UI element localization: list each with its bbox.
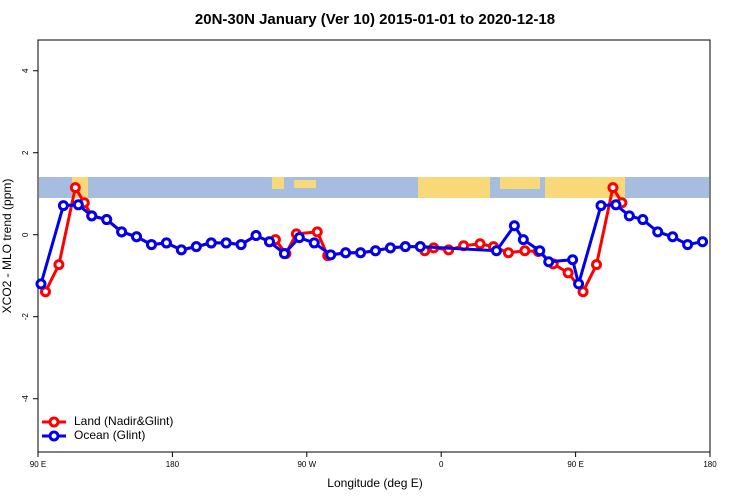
data-point — [667, 231, 679, 243]
data-point — [325, 249, 337, 261]
data-point — [517, 234, 529, 246]
data-point — [623, 210, 635, 222]
x-tick-label: 90 W — [297, 460, 316, 469]
data-point — [543, 256, 555, 268]
data-point — [534, 245, 546, 257]
data-point — [190, 241, 202, 253]
data-point — [652, 226, 664, 238]
y-tick-label: -2 — [21, 313, 30, 321]
data-point — [145, 239, 157, 251]
data-point — [308, 237, 320, 249]
data-point — [591, 259, 603, 271]
chart-title: 20N-30N January (Ver 10) 2015-01-01 to 2… — [195, 11, 555, 28]
data-point — [567, 254, 579, 266]
data-point — [502, 247, 514, 259]
data-point — [235, 239, 247, 251]
x-tick-label: 180 — [166, 460, 180, 469]
map-strip — [39, 177, 709, 198]
data-point — [355, 247, 367, 259]
data-point — [637, 214, 649, 226]
y-tick-label: 4 — [21, 68, 30, 73]
plot-frame — [37, 39, 711, 453]
data-point — [131, 231, 143, 243]
data-point — [384, 242, 396, 254]
data-point — [101, 214, 113, 226]
data-point — [573, 278, 585, 290]
legend-label: Land (Nadir&Glint) — [74, 414, 173, 428]
data-point — [595, 200, 607, 212]
data-point — [69, 182, 81, 194]
data-point — [205, 237, 217, 249]
data-point — [72, 199, 84, 211]
y-tick-label: 0 — [21, 232, 30, 237]
x-axis-label: Longitude (deg E) — [327, 476, 422, 490]
data-point — [116, 226, 128, 238]
data-point — [175, 244, 187, 256]
data-point — [86, 210, 98, 222]
data-point — [39, 286, 51, 298]
data-point — [278, 248, 290, 260]
y-tick-label: -4 — [21, 395, 30, 403]
data-point — [414, 241, 426, 253]
data-point — [35, 278, 47, 290]
data-point — [607, 182, 619, 194]
data-point — [697, 236, 709, 248]
data-point — [293, 232, 305, 244]
data-point — [220, 237, 232, 249]
x-tick-label: 90 E — [567, 460, 583, 469]
legend-marker — [48, 416, 60, 428]
legend-marker — [48, 430, 60, 442]
data-point — [369, 245, 381, 257]
data-point — [57, 200, 69, 212]
y-axis-label: XCO2 - MLO trend (ppm) — [0, 179, 14, 314]
data-point — [490, 245, 502, 257]
data-point — [53, 259, 65, 271]
data-point — [263, 236, 275, 248]
data-point — [682, 239, 694, 251]
x-tick-label: 0 — [439, 460, 444, 469]
data-point — [250, 230, 262, 242]
data-point — [577, 286, 589, 298]
x-tick-label: 180 — [703, 460, 717, 469]
data-point — [508, 220, 520, 232]
y-tick-label: 2 — [21, 150, 30, 155]
data-point — [340, 247, 352, 259]
data-point — [610, 199, 622, 211]
x-tick-label: 90 E — [30, 460, 46, 469]
data-point — [160, 237, 172, 249]
data-point — [311, 226, 323, 238]
series-line — [39, 203, 703, 290]
data-point — [474, 238, 486, 250]
data-point — [519, 245, 531, 257]
data-point — [562, 267, 574, 279]
legend-label: Ocean (Glint) — [74, 428, 145, 442]
data-point — [399, 241, 411, 253]
